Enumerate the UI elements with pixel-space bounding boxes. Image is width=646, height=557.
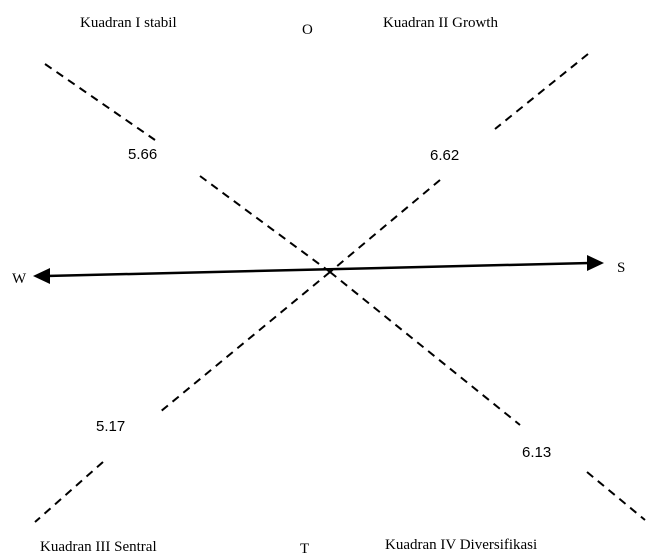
diagonal-upper-right-segment-1 [494, 53, 589, 130]
horizontal-axis [45, 261, 591, 278]
diagonal-lower-left-segment-1 [159, 271, 331, 413]
right-arrowhead [587, 255, 604, 271]
value-label-upper-right: 6.62 [430, 147, 459, 164]
axis-label-bottom: T [300, 541, 309, 557]
diagonal-lower-right-segment-2 [586, 471, 646, 521]
quadrant-1-label: Kuadran I stabil [80, 15, 177, 31]
axis-label-top: O [302, 22, 313, 38]
diagonal-upper-left-segment-2 [199, 175, 331, 273]
quadrant-2-label: Kuadran II Growth [383, 15, 498, 31]
diagonal-upper-right-segment-2 [329, 179, 441, 273]
diagonal-lower-left-segment-2 [34, 461, 104, 523]
quadrant-4-label: Kuadran IV Diversifikasi [385, 537, 537, 553]
value-label-lower-left: 5.17 [96, 418, 125, 435]
diagonal-upper-left-segment-1 [44, 63, 156, 141]
quadrant-3-label: Kuadran III Sentral [40, 539, 157, 555]
diagonal-lower-right-segment-1 [329, 271, 521, 426]
value-label-lower-right: 6.13 [522, 444, 551, 461]
value-label-upper-left: 5.66 [128, 146, 157, 163]
axis-label-right: S [617, 260, 625, 276]
left-arrowhead [33, 268, 50, 284]
axis-label-left: W [12, 271, 27, 287]
